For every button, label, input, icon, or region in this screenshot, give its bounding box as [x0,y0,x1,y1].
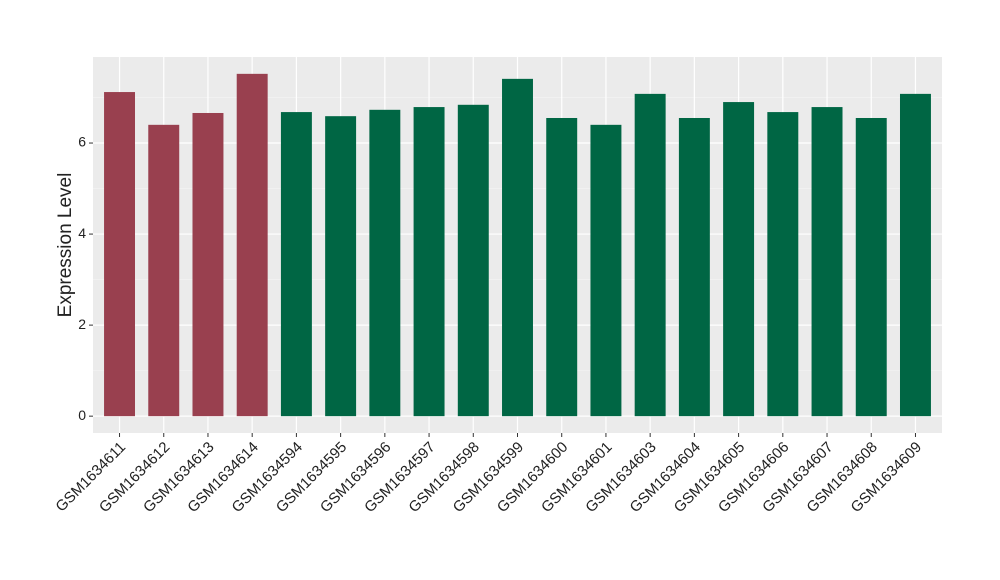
y-tick-label: 6 [78,134,86,150]
bar [634,93,666,417]
bar [325,116,357,417]
bar [104,92,136,417]
bar [546,117,578,417]
bar [236,73,268,417]
bar [280,112,312,417]
bar [590,124,622,417]
bar [369,109,401,417]
bar [899,93,931,417]
y-tick-label: 2 [78,316,86,332]
bar [811,107,843,417]
bar [502,78,533,417]
bar [855,117,887,417]
bar [148,124,180,417]
bar [767,112,799,417]
y-tick-label: 4 [78,225,86,241]
bar [678,117,710,417]
y-axis-title: Expression Level [55,173,76,318]
bar [457,104,489,417]
y-tick-label: 0 [78,407,86,423]
bar [413,107,445,417]
bar [723,102,755,417]
bar [192,112,224,417]
